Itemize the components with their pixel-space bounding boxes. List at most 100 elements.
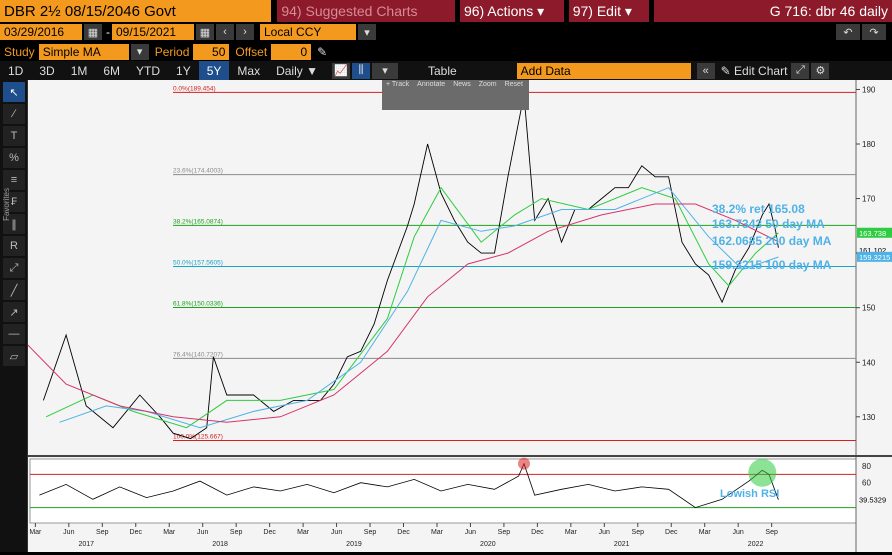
table-button[interactable]: Table	[427, 63, 457, 78]
timeframe-max[interactable]: Max	[237, 63, 261, 78]
line-chart-icon[interactable]: 📈	[331, 62, 350, 79]
label-icon[interactable]: R	[3, 236, 25, 256]
x-tick-label: Sep	[498, 529, 511, 536]
text-icon[interactable]: T	[3, 126, 25, 146]
actions-menu[interactable]: 96) Actions ▾	[459, 0, 564, 22]
dropdown-icon[interactable]: ▾	[130, 43, 149, 60]
study-select[interactable]: Simple MA	[38, 43, 129, 60]
line-icon[interactable]: ╱	[3, 280, 25, 300]
edit-menu[interactable]: 97) Edit ▾	[568, 0, 649, 22]
drawing-toolbar: ↖ ∕ T % ≡ ₣ ∥ R ⤢ ╱ ↗ — ▱ Favorites	[0, 80, 28, 552]
chart-area[interactable]: 1301401501601701801900.0%(189.454)23.6%(…	[12, 80, 892, 552]
x-tick-label: Sep	[632, 529, 645, 536]
dropdown-icon[interactable]: ▾	[371, 62, 398, 79]
year-label: 2022	[748, 541, 764, 548]
chart-svg[interactable]: 1301401501601701801900.0%(189.454)23.6%(…	[12, 80, 892, 552]
rayline-icon[interactable]: ↗	[3, 302, 25, 322]
calendar-icon[interactable]: ▦	[84, 24, 102, 40]
mini-annotate-button[interactable]: Annotate	[417, 81, 446, 88]
end-date-input[interactable]: 09/15/2021	[112, 24, 194, 40]
timeframe-ytd[interactable]: YTD	[136, 63, 161, 78]
fib-level-label: 100.0%(125.667)	[173, 433, 223, 440]
offset-label: Offset	[235, 44, 268, 59]
edit-chart-label: Edit Chart	[734, 63, 788, 78]
last-value-box	[857, 227, 892, 238]
timeframe-3d[interactable]: 3D	[39, 63, 55, 78]
suggested-charts-button[interactable]: 94) Suggested Charts	[277, 0, 455, 22]
mini-zoom-button[interactable]: Zoom	[478, 81, 497, 88]
timeframe-1d[interactable]: 1D	[8, 63, 24, 78]
x-tick-label: Dec	[130, 529, 143, 536]
x-tick-label: Dec	[531, 529, 544, 536]
mini-reset-button[interactable]: Reset	[504, 81, 523, 88]
hline-icon[interactable]: —	[3, 324, 25, 344]
fib-level-label: 61.8%(150.0336)	[173, 301, 223, 308]
series-200-day-ma	[12, 203, 779, 423]
y-tick-label: 170	[862, 195, 876, 204]
timeframe-1y[interactable]: 1Y	[176, 63, 191, 78]
annotation-rsi: Lowish RSI	[720, 488, 780, 500]
x-tick-label: Dec	[397, 529, 410, 536]
fib-fan-icon[interactable]: ₣	[3, 192, 25, 212]
start-date-input[interactable]: 03/29/2016	[0, 24, 82, 40]
x-tick-label: Mar	[29, 529, 42, 536]
trendline-icon[interactable]: ⤢	[3, 258, 25, 278]
pencil-icon[interactable]: ✎	[317, 44, 328, 59]
mini-news-button[interactable]: News	[453, 81, 471, 88]
timeframe-5y[interactable]: 5Y	[198, 61, 230, 80]
x-tick-label: Jun	[63, 529, 74, 536]
cursor-icon[interactable]: ↖	[3, 82, 25, 102]
y-tick-label: 190	[862, 85, 876, 94]
x-tick-label: Jun	[465, 529, 476, 536]
rsi-highlight-marker	[748, 458, 777, 487]
rsi-tick-label: 80	[862, 462, 871, 471]
popout-icon[interactable]: ⤢	[791, 62, 810, 79]
x-tick-label: Dec	[665, 529, 678, 536]
collapse-icon[interactable]: «	[696, 62, 715, 79]
calendar-icon[interactable]: ▦	[196, 24, 214, 40]
timeframe-6m[interactable]: 6M	[103, 63, 121, 78]
y-tick-label: 130	[862, 413, 876, 422]
percent-icon[interactable]: %	[3, 148, 25, 168]
range-dash: -	[106, 25, 110, 39]
period-input[interactable]: 50	[193, 43, 230, 60]
x-tick-label: Jun	[733, 529, 744, 536]
channel-icon[interactable]: ∥	[3, 214, 25, 234]
rsi-panel	[29, 458, 857, 524]
fib-level-label: 50.0%(157.5605)	[173, 259, 223, 266]
timeframe-1m[interactable]: 1M	[70, 63, 88, 78]
forward-arrow-icon[interactable]: ›	[236, 24, 254, 40]
year-label: 2019	[346, 541, 362, 548]
year-label: 2021	[614, 541, 630, 548]
fib-icon[interactable]: ≡	[3, 170, 25, 190]
x-tick-label: Sep	[230, 529, 243, 536]
series-price	[42, 94, 779, 440]
pen-icon[interactable]: ∕	[3, 104, 25, 124]
timeframe-tabs: 1D 3D 1M 6M YTD 1Y 5Y Max	[0, 61, 268, 80]
currency-select[interactable]: Local CCY	[260, 24, 356, 40]
study-label: Study	[4, 44, 35, 59]
candle-chart-icon[interactable]: ⫼	[351, 62, 370, 79]
shape-icon[interactable]: ▱	[3, 346, 25, 366]
y-tick-label: 150	[862, 304, 876, 313]
add-data-input[interactable]: Add Data	[516, 62, 691, 79]
offset-input[interactable]: 0	[271, 43, 312, 60]
settings-icon[interactable]: ⚙	[811, 62, 830, 79]
fib-level-label: 38.2%(165.0874)	[173, 218, 223, 225]
y-tick-label: 140	[862, 358, 876, 367]
edit-chart-button[interactable]: ✎ Edit Chart	[717, 61, 792, 80]
last-value-label: 159.3215	[859, 253, 890, 262]
annotation-ma50: 163.7343 50 day MA	[712, 217, 825, 231]
redo-icon[interactable]: ↷	[862, 24, 886, 40]
security-field[interactable]: DBR 2½ 08/15/2046 Govt	[0, 0, 272, 22]
frequency-select[interactable]: Daily ▼	[276, 63, 318, 78]
dropdown-icon[interactable]: ▾	[358, 24, 376, 40]
x-tick-label: Sep	[765, 529, 778, 536]
undo-icon[interactable]: ↶	[836, 24, 860, 40]
fib-level-label: 23.6%(174.4003)	[173, 168, 223, 175]
mini-track-button[interactable]: + Track	[386, 81, 410, 88]
x-tick-label: Jun	[197, 529, 208, 536]
x-tick-label: Mar	[699, 529, 712, 536]
year-label: 2017	[78, 541, 94, 548]
back-arrow-icon[interactable]: ‹	[216, 24, 234, 40]
